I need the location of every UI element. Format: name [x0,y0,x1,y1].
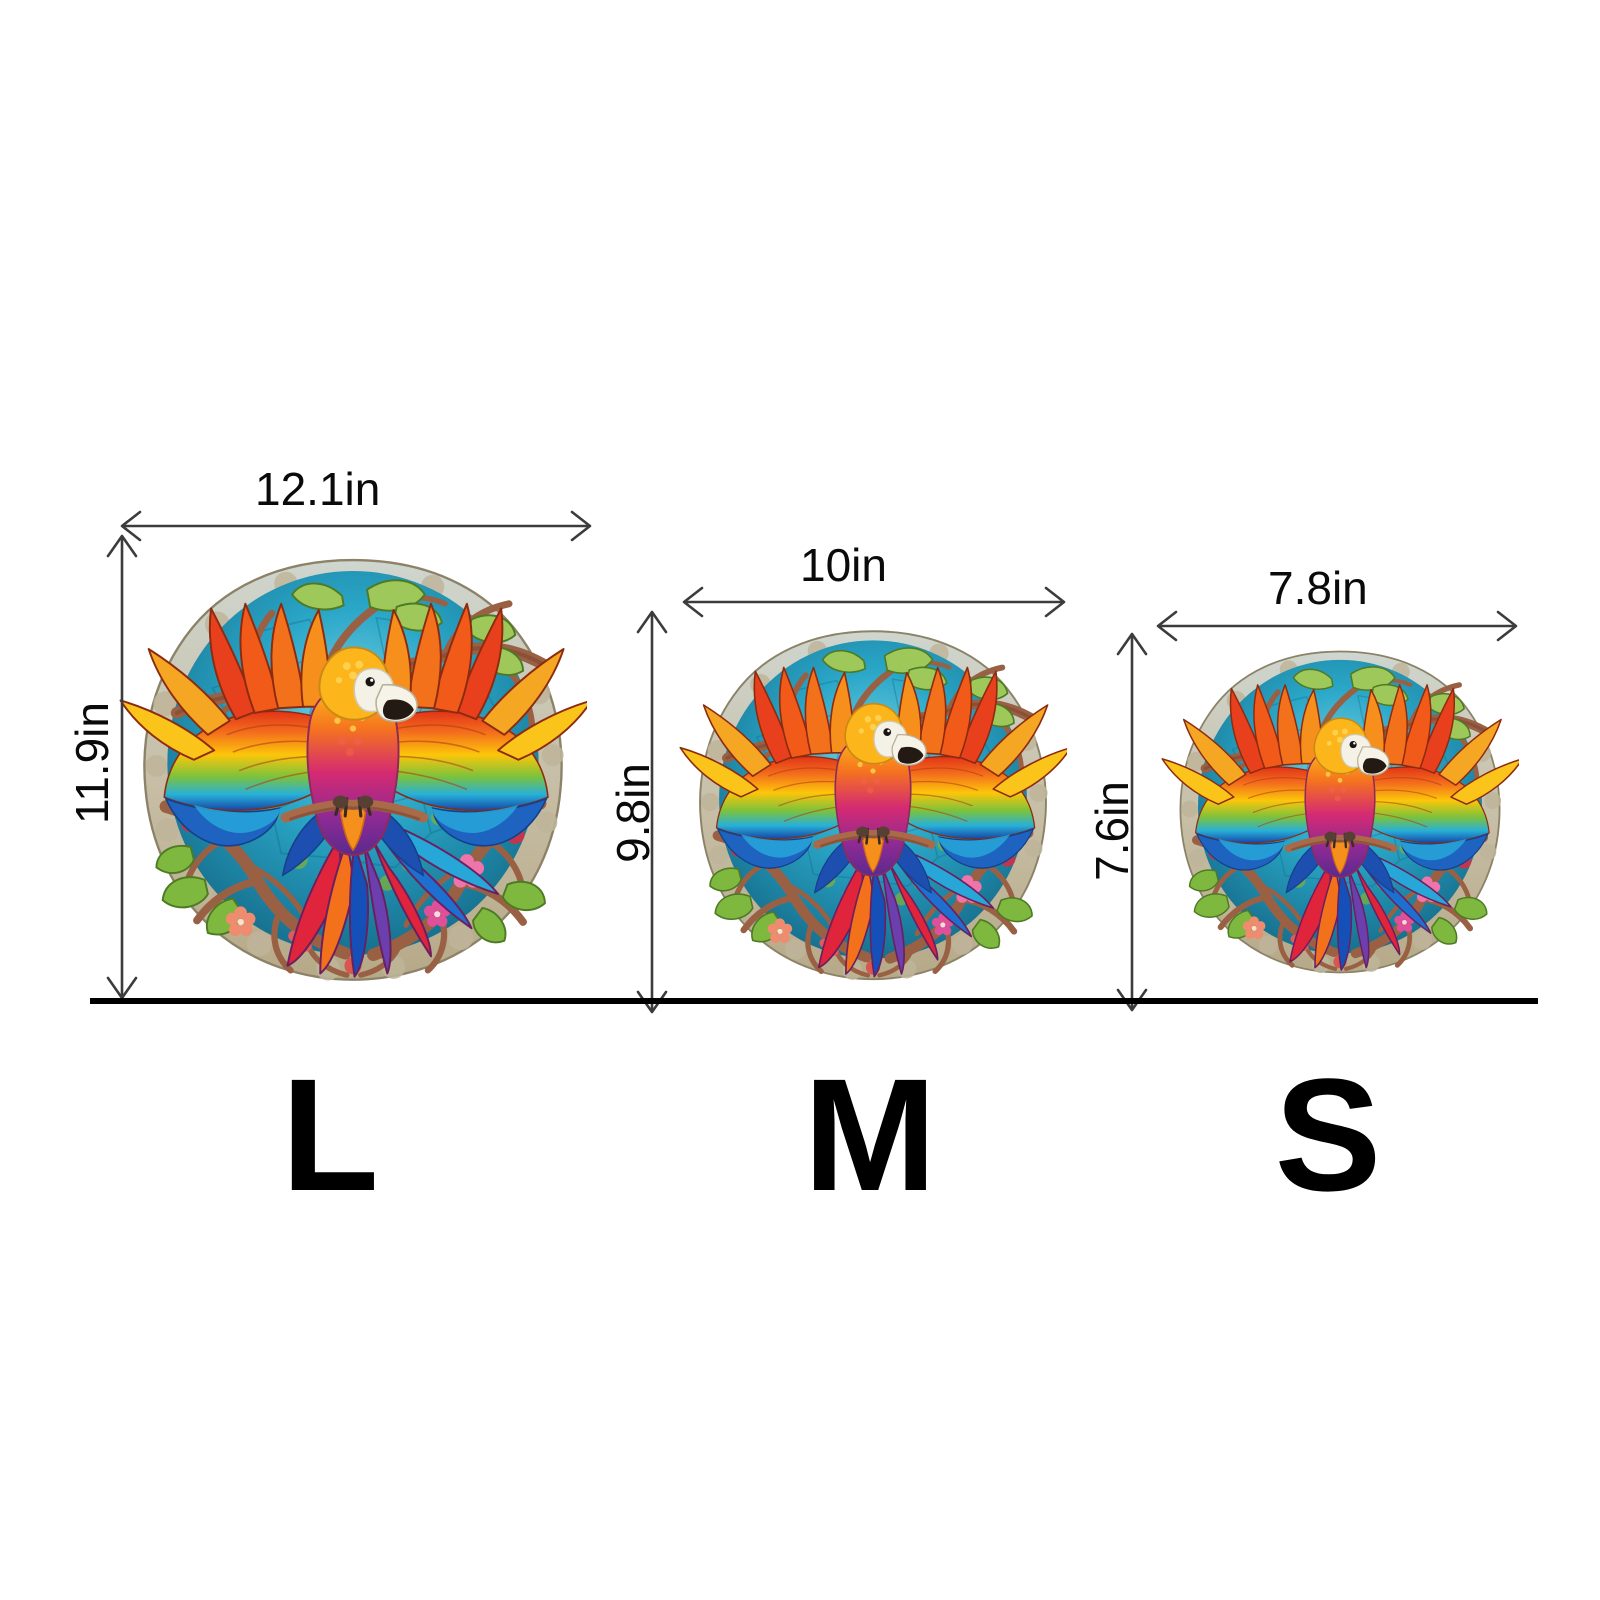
width-dimension-arrow-medium [682,586,1066,618]
size-letter-medium: M [803,1045,937,1224]
height-label-large: 11.9in [66,702,118,824]
width-label-small: 7.8in [1268,562,1368,614]
puzzle-image-small [1160,630,1520,988]
height-dimension-arrow-small [1116,632,1148,1012]
puzzle-image-large [118,532,588,1000]
size-letter-small: S [1274,1045,1382,1224]
width-dimension-arrow-small [1156,610,1518,642]
height-label-medium: 9.8in [607,763,659,863]
width-label-medium: 10in [800,539,887,591]
baseline-rule [90,998,1538,1004]
size-letter-large: L [281,1045,379,1224]
width-label-large: 12.1in [255,463,381,515]
width-dimension-arrow-large [120,510,592,542]
puzzle-image-medium [678,608,1068,996]
height-label-small: 7.6in [1086,781,1138,881]
